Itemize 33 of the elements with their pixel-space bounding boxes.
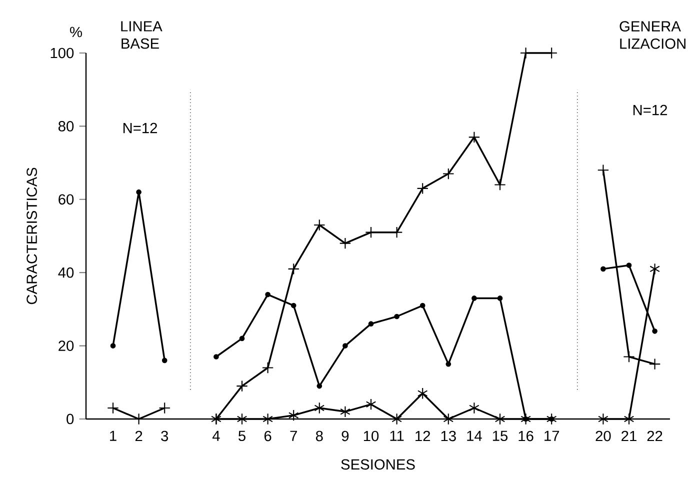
x-tick-label: 16 — [518, 430, 534, 442]
x-tick-label: 22 — [647, 430, 662, 442]
x-tick-label: 8 — [316, 430, 323, 442]
text: % — [70, 26, 82, 38]
y-axis-title: CARACTERISTICAS — [26, 168, 38, 304]
x-tick-label: 9 — [342, 430, 349, 442]
y-tick-label: 40 — [58, 267, 74, 278]
text: GENERA LIZACION — [620, 21, 686, 49]
y-tick-label: 100 — [50, 48, 74, 58]
x-tick-label: 5 — [238, 430, 246, 442]
x-tick-label: 10 — [364, 430, 379, 442]
x-tick-label: 20 — [596, 430, 611, 442]
y-tick-label: 60 — [58, 194, 74, 205]
x-tick-label: 2 — [135, 430, 142, 442]
text: LINEA BASE — [121, 21, 162, 49]
y-tick-label: 20 — [58, 340, 74, 351]
x-tick-label: 12 — [416, 430, 430, 442]
x-tick-label: 17 — [544, 430, 560, 441]
x-tick-label: 6 — [264, 430, 272, 442]
x-tick-label: 13 — [441, 430, 456, 442]
x-axis-title: SESIONES — [341, 459, 415, 470]
x-tick-label: 21 — [622, 430, 636, 442]
x-tick-label: 7 — [290, 430, 297, 441]
annotation: N=12 — [123, 122, 158, 134]
x-tick-label: 3 — [161, 430, 168, 442]
x-tick-label: 11 — [390, 430, 404, 441]
x-tick-label: 14 — [467, 430, 482, 441]
x-tick-label: 1 — [110, 430, 116, 441]
annotation: N=12 — [633, 104, 667, 116]
x-tick-label: 4 — [212, 430, 220, 441]
x-tick-label: 15 — [492, 430, 508, 442]
y-tick-label: 80 — [58, 121, 74, 132]
y-tick-label: 0 — [66, 414, 74, 424]
